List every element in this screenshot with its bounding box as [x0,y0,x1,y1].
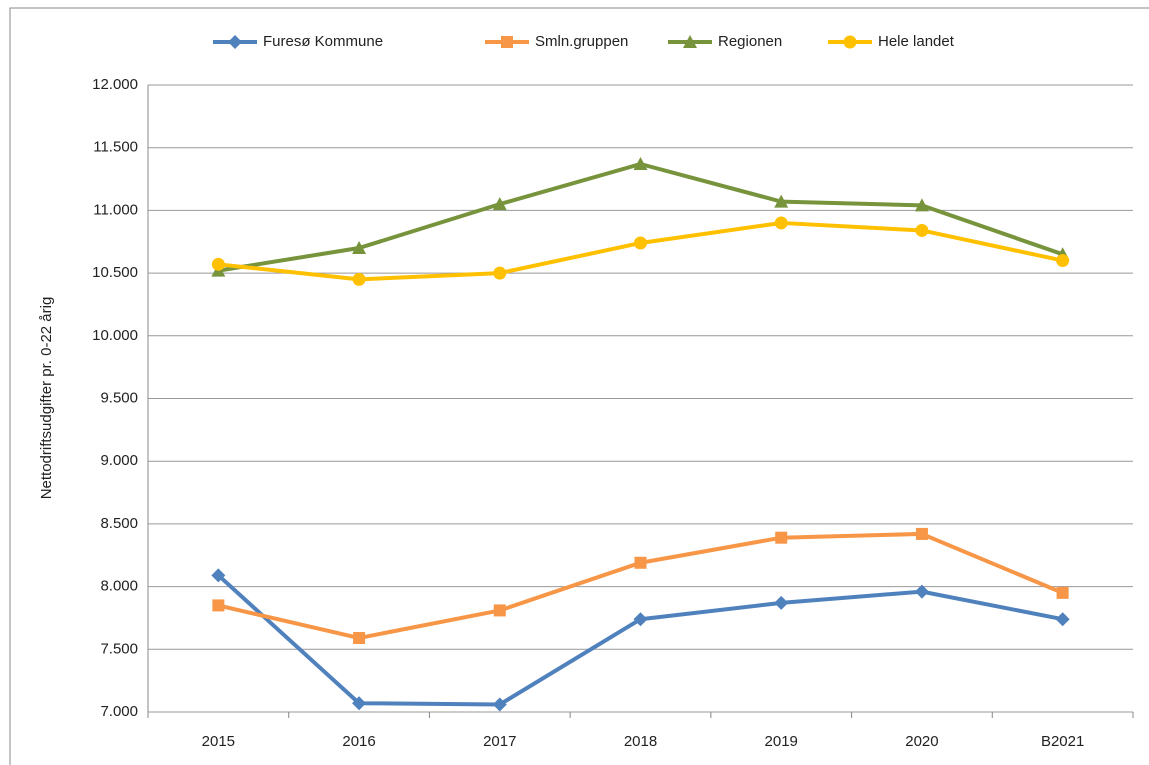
data-point [212,599,225,612]
series-line [217,573,1064,707]
data-point [352,241,367,255]
series-line [218,162,1064,273]
y-tick-label: 8.000 [100,578,138,595]
data-point [633,157,648,171]
x-tick-label: 2017 [483,733,516,750]
data-point [493,266,507,280]
y-tick-label: 7.500 [100,640,138,657]
data-point [1056,254,1070,268]
data-point [211,568,226,583]
y-tick-label: 10.500 [92,264,138,281]
y-tick-label: 7.000 [100,703,138,720]
data-point [915,223,929,237]
x-tick-label: 2019 [765,733,798,750]
legend-marker [843,35,857,49]
y-tick-label: 8.500 [100,515,138,532]
y-tick-label: 10.000 [92,327,138,344]
y-tick-label: 12.000 [92,76,138,93]
data-point [774,595,789,610]
data-point [1055,612,1070,627]
data-point [634,236,647,250]
x-tick-label: 2018 [624,733,657,750]
legend-marker [501,36,513,48]
data-point [915,527,928,540]
y-axis-label: Nettodriftsudgifter pr. 0-22 årig [38,297,55,500]
data-point [775,531,788,544]
x-tick-label: 2015 [202,733,235,750]
legend-marker [683,35,697,48]
legend-label: Furesø Kommune [263,33,383,50]
data-point [774,194,789,208]
data-point [353,632,366,645]
y-tick-label: 11.000 [93,201,138,218]
data-point [492,197,507,211]
y-tick-label: 9.500 [100,389,138,406]
data-point [914,584,929,599]
data-point [914,198,929,212]
data-point [352,696,367,711]
data-point [352,272,366,286]
x-tick-label: B2021 [1041,733,1084,750]
legend-label: Smln.gruppen [535,33,628,50]
y-tick-label: 9.000 [100,452,138,469]
chart-border [9,7,1149,765]
data-point [492,697,507,712]
legend-marker [228,35,242,49]
data-point [1056,586,1069,599]
data-point [774,216,788,230]
x-tick-label: 2016 [342,733,375,750]
y-tick-label: 11.500 [93,139,138,156]
data-point [211,257,225,271]
legend-label: Hele landet [878,33,955,50]
data-point [633,612,648,627]
data-point [634,556,647,569]
legend-label: Regionen [718,33,782,50]
x-tick-label: 2020 [905,733,938,750]
data-point [493,604,506,617]
